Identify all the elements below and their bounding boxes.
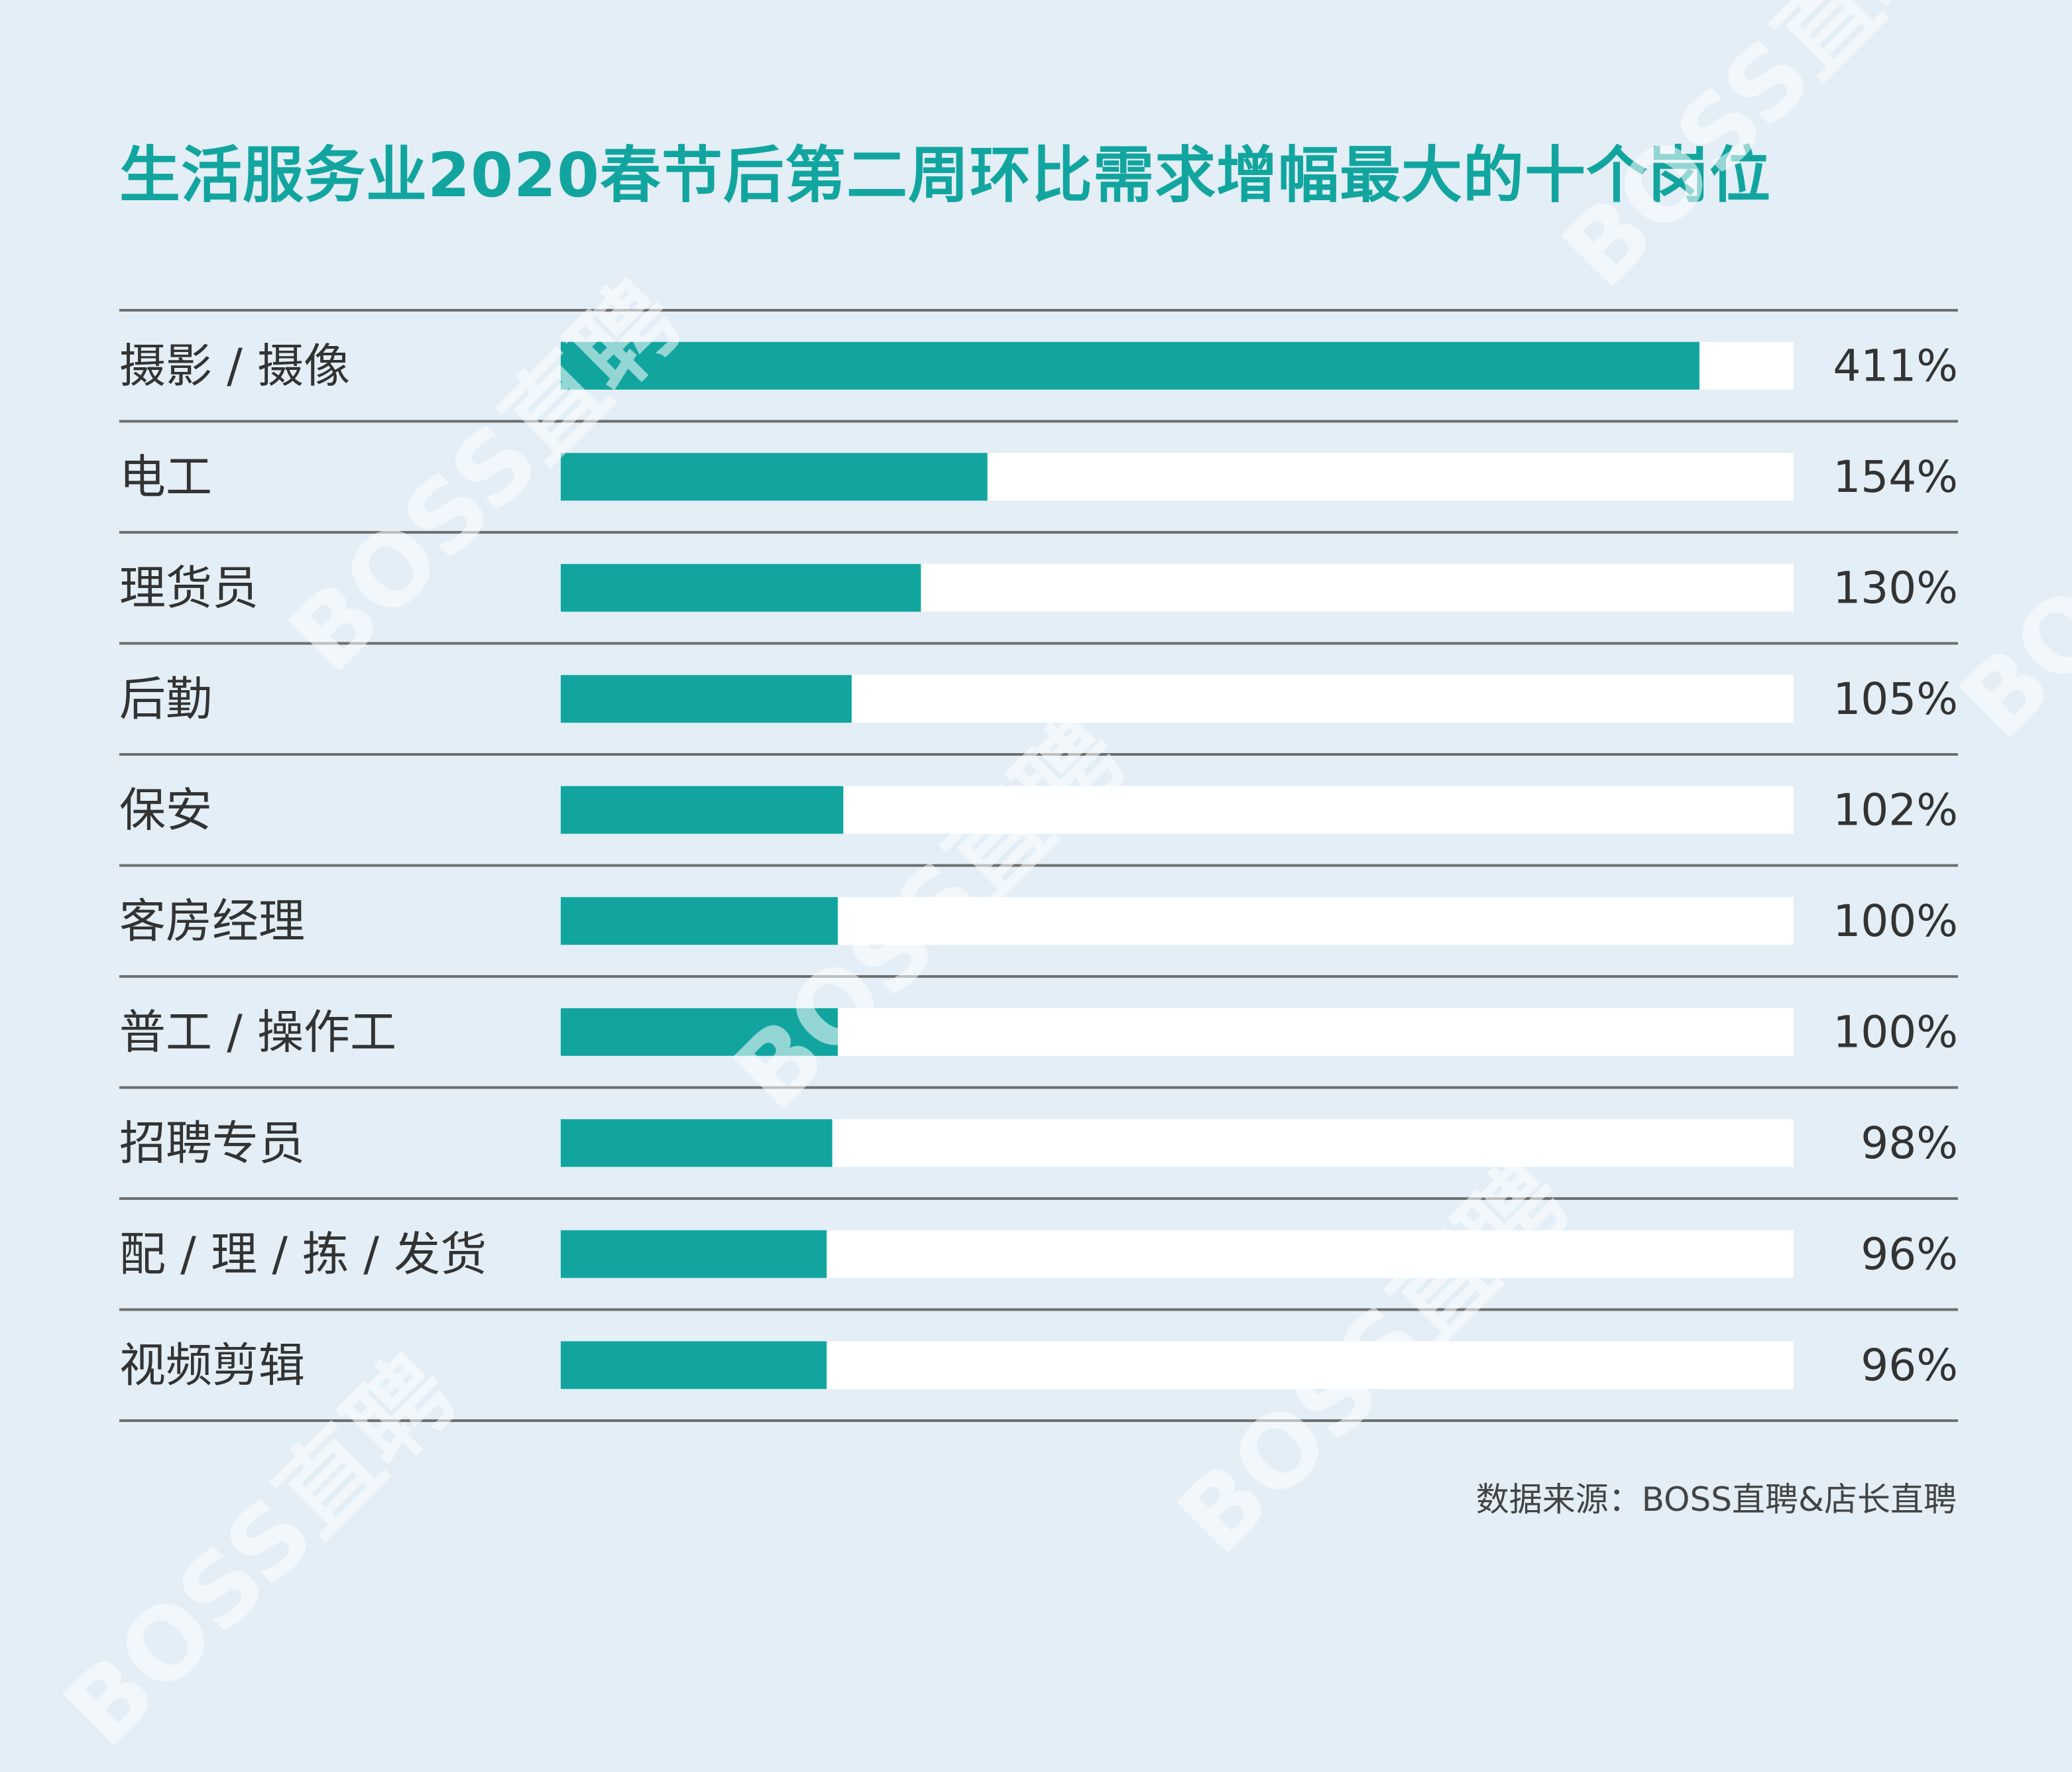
bar xyxy=(561,1230,827,1278)
bar xyxy=(561,453,988,501)
bar xyxy=(561,1008,838,1056)
category-label: 客房经理 xyxy=(119,894,305,948)
category-label: 后勤 xyxy=(119,672,212,726)
bar xyxy=(561,563,921,612)
bar xyxy=(561,675,852,723)
category-label: 电工 xyxy=(119,449,212,504)
value-label: 100% xyxy=(1833,896,1958,947)
category-label: 保安 xyxy=(119,783,212,837)
value-label: 96% xyxy=(1861,1340,1958,1391)
value-label: 130% xyxy=(1833,562,1958,613)
bar xyxy=(561,1119,833,1167)
bar xyxy=(561,1341,827,1389)
value-label: 411% xyxy=(1833,340,1958,391)
value-label: 102% xyxy=(1833,784,1958,835)
category-label: 配 / 理 / 拣 / 发货 xyxy=(119,1227,487,1281)
bar-chart: 摄影 / 摄像 411% 电工 154% 理货员 130% 后勤 105% 保安 102% 客房经理… xyxy=(119,309,1958,1422)
chart-title: 生活服务业2020春节后第二周环比需求增幅最大的十个岗位 xyxy=(119,140,1772,211)
value-label: 96% xyxy=(1861,1228,1958,1279)
category-label: 理货员 xyxy=(119,561,259,615)
value-label: 100% xyxy=(1833,1006,1958,1057)
value-label: 105% xyxy=(1833,674,1958,725)
bar xyxy=(561,786,844,834)
value-label: 154% xyxy=(1833,451,1958,502)
data-source-note: 数据来源：BOSS直聘&店长直聘 xyxy=(1475,1480,1957,1519)
value-label: 98% xyxy=(1861,1118,1958,1169)
category-label: 普工 / 操作工 xyxy=(119,1005,396,1059)
category-label: 视频剪辑 xyxy=(119,1338,305,1392)
bar xyxy=(561,897,838,945)
category-label: 摄影 / 摄像 xyxy=(119,339,350,393)
category-label: 招聘专员 xyxy=(119,1116,305,1170)
bar xyxy=(561,341,1699,390)
